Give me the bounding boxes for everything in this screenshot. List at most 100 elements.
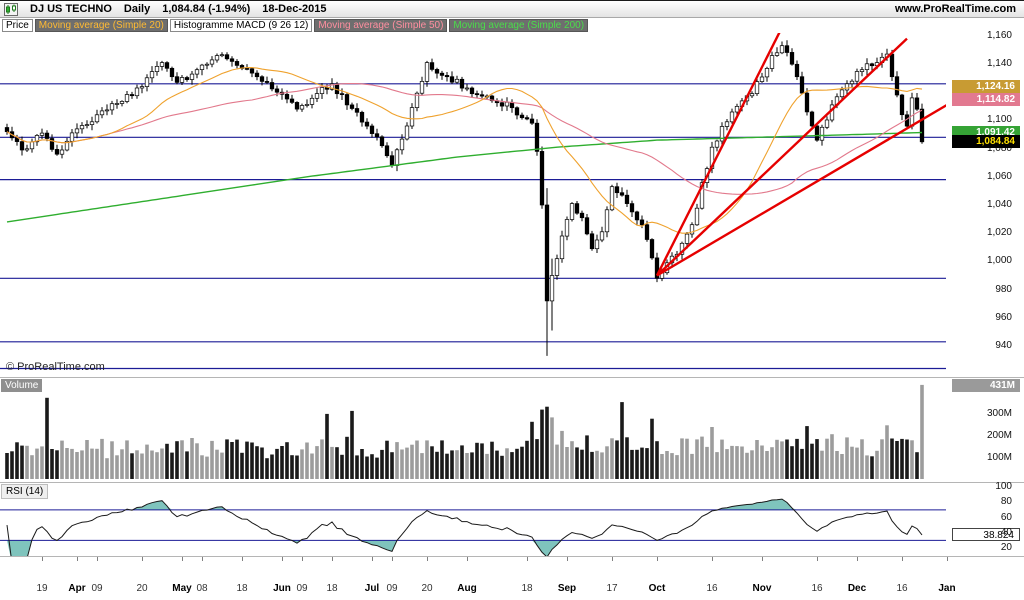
trend-line[interactable] — [656, 37, 908, 277]
volume-bar — [60, 440, 64, 479]
volume-bar — [740, 446, 744, 479]
candle — [414, 92, 420, 108]
site-link[interactable]: www.ProRealTime.com — [894, 3, 1016, 15]
volume-bar — [645, 448, 649, 479]
volume-bar — [885, 425, 889, 479]
volume-bar — [65, 448, 69, 479]
volume-bar — [145, 444, 149, 479]
volume-bar — [760, 445, 764, 479]
indicator-chip-3[interactable]: Moving average (Simple 50) — [314, 19, 448, 32]
volume-bar — [515, 448, 519, 479]
volume-bar — [380, 449, 384, 479]
rsi-extreme-fill — [717, 499, 797, 510]
volume-bar — [840, 454, 844, 479]
volume-bar — [255, 446, 259, 479]
volume-bar — [890, 438, 894, 479]
candle — [554, 258, 560, 276]
candle — [194, 69, 200, 75]
price-chart-plot[interactable] — [0, 33, 946, 377]
volume-bar — [855, 447, 859, 479]
candle — [519, 114, 525, 119]
candle — [399, 138, 405, 151]
volume-axis-tick: 300M — [986, 408, 1012, 420]
last-price: 1,084.84 — [162, 3, 206, 15]
rsi-pane: RSI (14) 38.824 100 80 60 40 20 — [0, 481, 1024, 556]
candle — [449, 76, 455, 83]
candle — [754, 81, 760, 94]
time-axis-tick — [527, 557, 528, 561]
volume-bar — [15, 442, 19, 479]
volume-bar — [605, 446, 609, 479]
indicator-chip-1[interactable]: Moving average (Simple 20) — [34, 19, 168, 32]
price-pane: © ProRealTime.com 1,1601,1401,1201,1001,… — [0, 30, 1024, 377]
time-axis-label: Oct — [648, 583, 666, 594]
candle — [779, 45, 785, 54]
time-axis-label: 20 — [136, 583, 148, 594]
last-price-value-badge: 1,084.84 — [952, 135, 1020, 149]
candle — [534, 122, 540, 152]
title-bar: DJ US TECHNO Daily 1,084.84 (-1.94%) 18-… — [0, 0, 1024, 18]
volume-plot[interactable] — [0, 378, 946, 482]
candle — [44, 132, 50, 139]
price-axis-tick: 960 — [995, 311, 1012, 323]
rsi-label-chip[interactable]: RSI (14) — [1, 484, 49, 499]
volume-bar — [365, 456, 369, 479]
candle — [644, 224, 650, 240]
candle — [59, 149, 65, 155]
candle — [179, 77, 185, 83]
volume-bar — [860, 439, 864, 479]
volume-bar — [370, 454, 374, 479]
instrument-name: DJ US TECHNO — [30, 3, 112, 15]
indicator-chip-4[interactable]: Moving average (Simple 200) — [449, 19, 589, 32]
volume-bar — [620, 402, 624, 479]
volume-bar — [730, 445, 734, 479]
time-axis-label: 09 — [296, 583, 308, 594]
candle — [799, 76, 805, 94]
candle — [579, 212, 585, 219]
candle — [199, 64, 205, 70]
rsi-plot[interactable] — [0, 483, 946, 556]
volume-bar — [20, 445, 24, 479]
candle — [854, 71, 860, 82]
volume-bar — [490, 441, 494, 479]
time-axis-tick — [657, 557, 658, 561]
price-axis-tick: 1,040 — [986, 199, 1012, 210]
volume-bar — [550, 417, 554, 479]
candle — [719, 126, 725, 142]
volume-bar — [805, 426, 809, 479]
volume-bar — [425, 440, 429, 479]
volume-bar — [770, 447, 774, 479]
time-axis-label: Aug — [457, 583, 477, 594]
candle — [769, 55, 775, 69]
volume-bar — [95, 448, 99, 479]
price-axis-tick: 940 — [995, 339, 1012, 351]
indicator-chip-2[interactable]: Histogramme MACD (9 26 12) — [169, 19, 313, 32]
volume-bar — [500, 455, 504, 479]
volume-bar — [630, 449, 634, 479]
volume-bar — [650, 418, 654, 479]
time-axis-label: Dec — [847, 583, 867, 594]
volume-bar — [870, 456, 874, 479]
trend-line[interactable] — [655, 33, 782, 277]
candle — [249, 68, 255, 74]
candle — [244, 68, 250, 70]
volume-bar — [545, 406, 549, 479]
candle — [514, 107, 520, 116]
volume-bar — [720, 439, 724, 479]
candle — [114, 103, 120, 105]
candle — [169, 67, 175, 78]
volume-bar — [775, 439, 779, 479]
candle — [124, 94, 130, 102]
volume-bar — [310, 453, 314, 479]
volume-bar — [460, 445, 464, 479]
time-axis-tick — [332, 557, 333, 561]
trend-line[interactable] — [656, 104, 946, 277]
indicator-chip-0[interactable]: Price — [2, 19, 33, 32]
candle — [349, 104, 355, 109]
candle — [844, 83, 850, 91]
candle — [139, 86, 145, 89]
volume-label-chip[interactable]: Volume — [1, 379, 43, 392]
time-axis-label: Apr — [68, 583, 86, 594]
candle — [899, 94, 905, 116]
candle — [654, 257, 660, 279]
